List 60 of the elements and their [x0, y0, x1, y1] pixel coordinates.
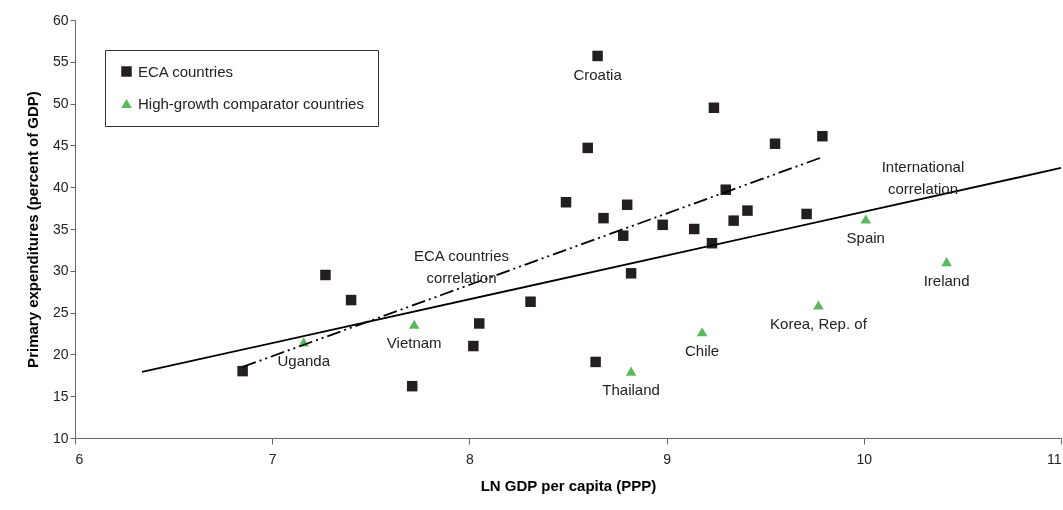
y-tick-label: 10: [52, 429, 69, 446]
point: [345, 294, 357, 306]
point: [598, 212, 609, 224]
point: [708, 102, 720, 114]
y-tick-label: 45: [52, 136, 69, 153]
point: [621, 199, 633, 210]
x-axis-title: LN GDP per capita (PPP): [480, 476, 657, 494]
y-tick-label: 55: [52, 53, 69, 70]
point: [474, 318, 485, 329]
annotation: Uganda: [277, 351, 331, 369]
x-tick-label: 11: [1046, 450, 1062, 467]
point: [696, 327, 708, 337]
y-tick-label: 60: [52, 11, 69, 28]
annotation: Croatia: [573, 65, 623, 83]
y-tick-label: 25: [52, 304, 69, 321]
point: [688, 223, 700, 235]
y-tick-label: 35: [52, 220, 69, 237]
legend-label: High-growth comparator countries: [138, 94, 364, 112]
x-tick-label: 6: [75, 450, 84, 467]
point: [813, 300, 824, 310]
point: [769, 138, 781, 149]
y-tick-label: 30: [52, 262, 69, 279]
point: [468, 340, 479, 352]
annotation: Vietnam: [386, 334, 442, 352]
y-tick-label: 40: [52, 178, 69, 195]
point: [742, 205, 753, 216]
x-tick-label: 9: [663, 450, 672, 467]
y-tick-label: 20: [52, 345, 69, 362]
point: [525, 296, 536, 307]
point: [617, 230, 629, 241]
annotation: Thailand: [602, 381, 660, 399]
legend-label: ECA countries: [138, 62, 234, 80]
point: [657, 219, 668, 231]
point: [590, 356, 601, 368]
point: [582, 142, 593, 154]
point: [817, 130, 828, 142]
x-tick-label: 8: [466, 450, 474, 467]
x-tick-label: 7: [268, 450, 277, 467]
y-tick-label: 15: [52, 387, 69, 404]
point: [592, 50, 603, 62]
point: [237, 365, 248, 377]
annotation: Chile: [685, 341, 720, 359]
point: [801, 208, 812, 220]
y-axis-title: Primary expenditures (percent of GDP): [23, 91, 41, 368]
annotation: Spain: [846, 228, 885, 246]
point: [320, 269, 331, 281]
point: [560, 197, 572, 208]
y-tick-label: 50: [52, 95, 69, 112]
point: [941, 257, 952, 267]
annotation: International correlation: [881, 157, 965, 197]
annotation: Ireland: [923, 271, 970, 289]
x-tick-label: 10: [856, 450, 873, 467]
point: [860, 214, 872, 224]
point: [625, 366, 637, 376]
point: [625, 268, 637, 279]
point: [728, 215, 739, 226]
annotation: ECA countries correlation: [413, 246, 510, 286]
point: [408, 319, 420, 329]
point: [406, 380, 418, 392]
annotation: Korea, Rep. of: [770, 315, 868, 333]
